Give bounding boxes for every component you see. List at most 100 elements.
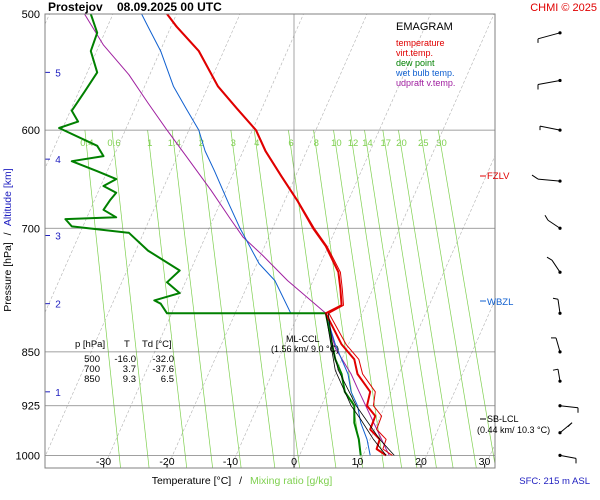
mixing-ratio-line <box>419 130 477 468</box>
y-axis-title-altitude: Altitude [km] <box>2 168 14 226</box>
x-tick-label: 0 <box>291 456 297 468</box>
mixing-ratio-line <box>349 130 402 468</box>
pressure-tick-label: 500 <box>22 9 40 21</box>
sb-lcl-value: (0.44 km/ 10.3 °C) <box>477 425 550 435</box>
x-axis-title: Temperature [°C] / Mixing ratio [g/kg] <box>152 475 333 487</box>
mixing-ratio-label: 30 <box>436 138 447 149</box>
level-table: p [hPa] T Td [°C] 500 -16.0 -32.0 700 3.… <box>75 339 174 385</box>
table-cell: -37.6 <box>152 364 174 375</box>
isotherm-line <box>420 299 495 468</box>
series-dew-point <box>58 14 362 456</box>
mixing-ratio-label: 1.4 <box>168 138 181 149</box>
mixing-ratio-label: 25 <box>418 138 429 149</box>
altitude-tick-label: 5 <box>55 68 61 79</box>
wind-barb <box>552 368 562 383</box>
legend-entry-dew-point: dew point <box>396 58 435 68</box>
legend-entry-updraft: udpraft v.temp. <box>396 78 455 88</box>
legend-entry-wet-bulb: wet bulb temp. <box>395 68 455 78</box>
series-virt-temp <box>167 14 393 456</box>
parcel-line <box>325 313 387 456</box>
table-cell: 700 <box>84 364 100 375</box>
mixing-ratio-line <box>147 130 188 468</box>
legend: EMAGRAM temperature virt.temp. dew point… <box>395 21 455 88</box>
x-axis-title-temperature: Temperature [°C] <box>152 475 232 487</box>
mixing-ratio-label: 12 <box>348 138 359 149</box>
altitude-tick-label: 2 <box>55 300 61 311</box>
mixing-ratio-label: 10 <box>331 138 342 149</box>
mixing-ratio-label: 3 <box>231 138 236 149</box>
mixing-ratio-line <box>398 130 454 468</box>
pressure-tick-label: 925 <box>22 401 40 413</box>
pressure-tick-label: 600 <box>22 125 40 137</box>
wind-barb <box>537 78 562 90</box>
isotherm-lines <box>45 14 600 468</box>
mixing-ratio-line <box>253 130 300 468</box>
ml-ccl-value: (1.56 km/ 9.0 °C) <box>271 344 339 354</box>
isotherm-line <box>230 14 431 468</box>
mixing-ratio-label: 14 <box>362 138 373 149</box>
mixing-ratio-label: 2 <box>199 138 204 149</box>
wind-barb <box>531 174 562 183</box>
table-header-pressure: p [hPa] <box>75 339 105 350</box>
ml-ccl-label: ML-CCL <box>286 334 320 344</box>
series-updraft <box>84 14 390 456</box>
table-cell: 9.3 <box>123 374 136 385</box>
altitude-tick-label: 4 <box>55 155 61 166</box>
mixing-ratio-line <box>171 130 213 468</box>
fzlv-label: FZLV <box>487 171 510 182</box>
x-axis-title-separator: / <box>239 475 242 487</box>
plot-frame <box>44 13 496 469</box>
legend-entry-temperature: temperature <box>396 38 445 48</box>
altitude-tick-label: 3 <box>55 231 61 242</box>
mixing-ratio-line <box>288 130 337 468</box>
mixing-ratio-line <box>437 130 495 467</box>
pressure-tick-label: 850 <box>22 347 40 359</box>
wind-barb <box>544 215 562 230</box>
mixing-ratio-label: 8 <box>314 138 319 149</box>
chart-title: EMAGRAM <box>396 21 453 33</box>
table-cell: 500 <box>84 354 100 365</box>
isotherm-line <box>103 14 304 468</box>
table-cell: 3.7 <box>123 364 136 375</box>
wind-barb <box>558 422 573 435</box>
pressure-tick-label: 700 <box>22 223 40 235</box>
mixing-ratio-line <box>230 130 276 468</box>
x-tick-label: -20 <box>159 456 174 468</box>
mixing-ratio-line <box>84 130 121 468</box>
wind-barbs <box>531 31 579 464</box>
wind-barb <box>551 337 562 354</box>
mixing-ratio-label: 6 <box>288 138 293 149</box>
mixing-ratio-line <box>364 130 418 468</box>
pressure-tick-label: 1000 <box>16 450 40 462</box>
wind-barb <box>537 31 562 43</box>
station-name: Prostejov <box>48 0 103 14</box>
wbzl-label: WBZL <box>487 297 513 308</box>
mixing-ratio-label: 4 <box>254 138 259 149</box>
x-tick-label: -30 <box>96 456 111 468</box>
mixing-ratio-lines: 0.4 0.6 1 1.4 2 3 4 6 8 10 12 14 17 20 25 30 <box>80 130 495 468</box>
mixing-ratio-line <box>333 130 385 468</box>
series-wet-bulb <box>141 14 371 456</box>
altitude-tick-label: 1 <box>55 388 61 399</box>
isotherm-line <box>484 443 495 468</box>
y-axis-title: Pressure [hPa] / Altitude [km] <box>2 168 14 311</box>
isotherm-line <box>548 14 600 468</box>
x-axis-title-mixing: Mixing ratio [g/kg] <box>250 475 332 487</box>
table-header-dewpoint: Td [°C] <box>142 339 172 350</box>
mixing-ratio-label: 17 <box>381 138 392 149</box>
credit-text: CHMI © 2025 <box>530 2 597 14</box>
annotations: FZLV WBZL SB-LCL (0.44 km/ 10.3 °C) ML-C… <box>271 171 550 435</box>
sb-lcl-label: SB-LCL <box>487 414 519 424</box>
isotherm-line <box>293 14 495 468</box>
table-cell: 850 <box>84 374 100 385</box>
y-axis-title-separator: / <box>2 232 14 235</box>
svg-text:Pressure [hPa] / A: Pressure [hPa] / Altitude [km] <box>2 168 14 311</box>
y-axis-title-pressure: Pressure [hPa] <box>2 242 14 312</box>
x-tick-label: 10 <box>352 456 364 468</box>
table-cell: -32.0 <box>152 354 174 365</box>
mixing-ratio-label: 0.4 <box>80 138 93 149</box>
mixing-ratio-line <box>198 130 242 468</box>
table-cell: 6.5 <box>161 374 174 385</box>
